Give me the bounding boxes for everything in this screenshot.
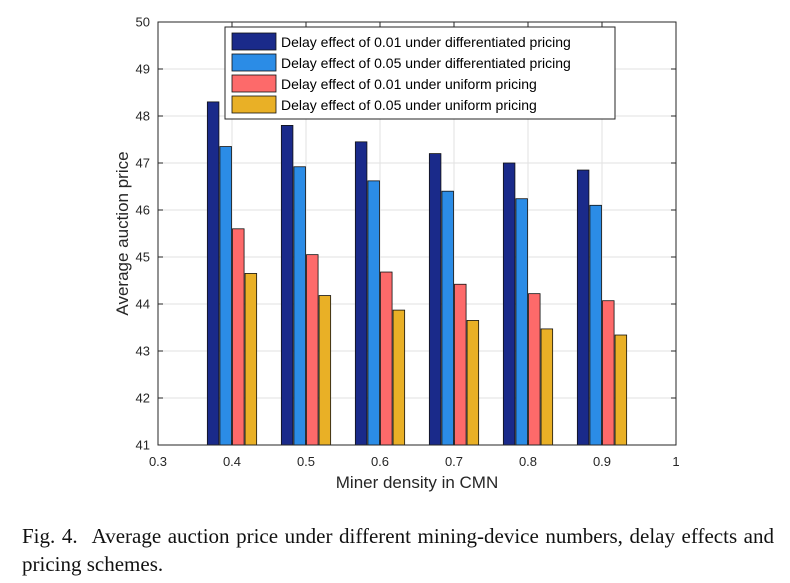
legend-swatch-4: [231, 95, 277, 114]
figure-caption: Fig. 4. Average auction price under diffe…: [22, 522, 774, 578]
bar-2-0.8: [515, 198, 528, 446]
y-tick-label: 50: [136, 15, 150, 30]
bar-4-0.4: [244, 273, 258, 446]
caption-text: Average auction price under different mi…: [22, 524, 775, 576]
bar-4-0.6: [392, 309, 406, 446]
bar-2-0.9: [589, 204, 602, 446]
x-tick-label: 0.3: [149, 454, 167, 469]
legend: Delay effect of 0.01 under differentiate…: [224, 26, 616, 120]
bar-3-0.6: [380, 271, 393, 446]
bar-4-0.7: [466, 320, 480, 446]
x-tick-label: 0.4: [223, 454, 241, 469]
bars-group: [206, 101, 628, 446]
y-tick-label: 45: [136, 250, 150, 265]
bar-3-0.7: [454, 283, 467, 446]
bar-3-0.8: [528, 293, 541, 446]
legend-swatch-2: [231, 53, 277, 72]
bar-chart: 41 42 43 44 45 46 47 48 49 50 0.3 0.4 0.5 0.6 0.7 0.8 0.…: [113, 15, 680, 493]
legend-entry-4: Delay effect of 0.05 under uniform prici…: [281, 97, 537, 113]
x-axis-label: Miner density in CMN: [336, 473, 499, 492]
bar-4-0.8: [540, 328, 554, 446]
bar-3-0.4: [232, 228, 245, 446]
y-tick-label: 42: [136, 391, 150, 406]
y-tick-label: 48: [136, 109, 150, 124]
x-tick-label: 1: [672, 454, 679, 469]
bar-1-0.4: [206, 101, 220, 446]
x-tick-label: 0.5: [297, 454, 315, 469]
legend-entry-2: Delay effect of 0.05 under differentiate…: [281, 55, 571, 71]
legend-entry-3: Delay effect of 0.01 under uniform prici…: [281, 76, 537, 92]
bar-2-0.4: [219, 146, 232, 446]
bar-1-0.5: [280, 125, 294, 446]
y-tick-label: 47: [136, 156, 150, 171]
y-tick-label: 49: [136, 62, 150, 77]
axis-ticks: 41 42 43 44 45 46 47 48 49 50 0.3 0.4 0.5 0.6 0.7 0.8 0.…: [136, 15, 680, 470]
y-tick-label: 41: [136, 438, 150, 453]
bar-3-0.9: [602, 300, 615, 446]
legend-swatch-1: [231, 32, 277, 51]
bar-2-0.6: [367, 180, 380, 446]
x-tick-label: 0.6: [371, 454, 389, 469]
bar-1-0.7: [428, 153, 442, 446]
plot-frame: [157, 21, 677, 446]
bar-4-0.5: [318, 295, 332, 446]
legend-swatch-3: [231, 74, 277, 93]
y-axis-label: Average auction price: [113, 151, 132, 315]
bar-1-0.6: [354, 141, 368, 446]
bar-2-0.5: [293, 166, 306, 446]
y-tick-label: 46: [136, 203, 150, 218]
bar-2-0.7: [441, 190, 454, 446]
legend-entry-1: Delay effect of 0.01 under differentiate…: [281, 34, 571, 50]
x-tick-label: 0.8: [519, 454, 537, 469]
bar-3-0.5: [306, 254, 319, 446]
bar-1-0.9: [576, 169, 590, 446]
legend-box: [224, 26, 616, 120]
bar-1-0.8: [502, 162, 516, 446]
x-tick-label: 0.9: [593, 454, 611, 469]
caption-label: Fig. 4.: [22, 524, 78, 548]
bar-4-0.9: [614, 334, 628, 446]
x-tick-label: 0.7: [445, 454, 463, 469]
y-tick-label: 43: [136, 344, 150, 359]
y-tick-label: 44: [136, 297, 150, 312]
